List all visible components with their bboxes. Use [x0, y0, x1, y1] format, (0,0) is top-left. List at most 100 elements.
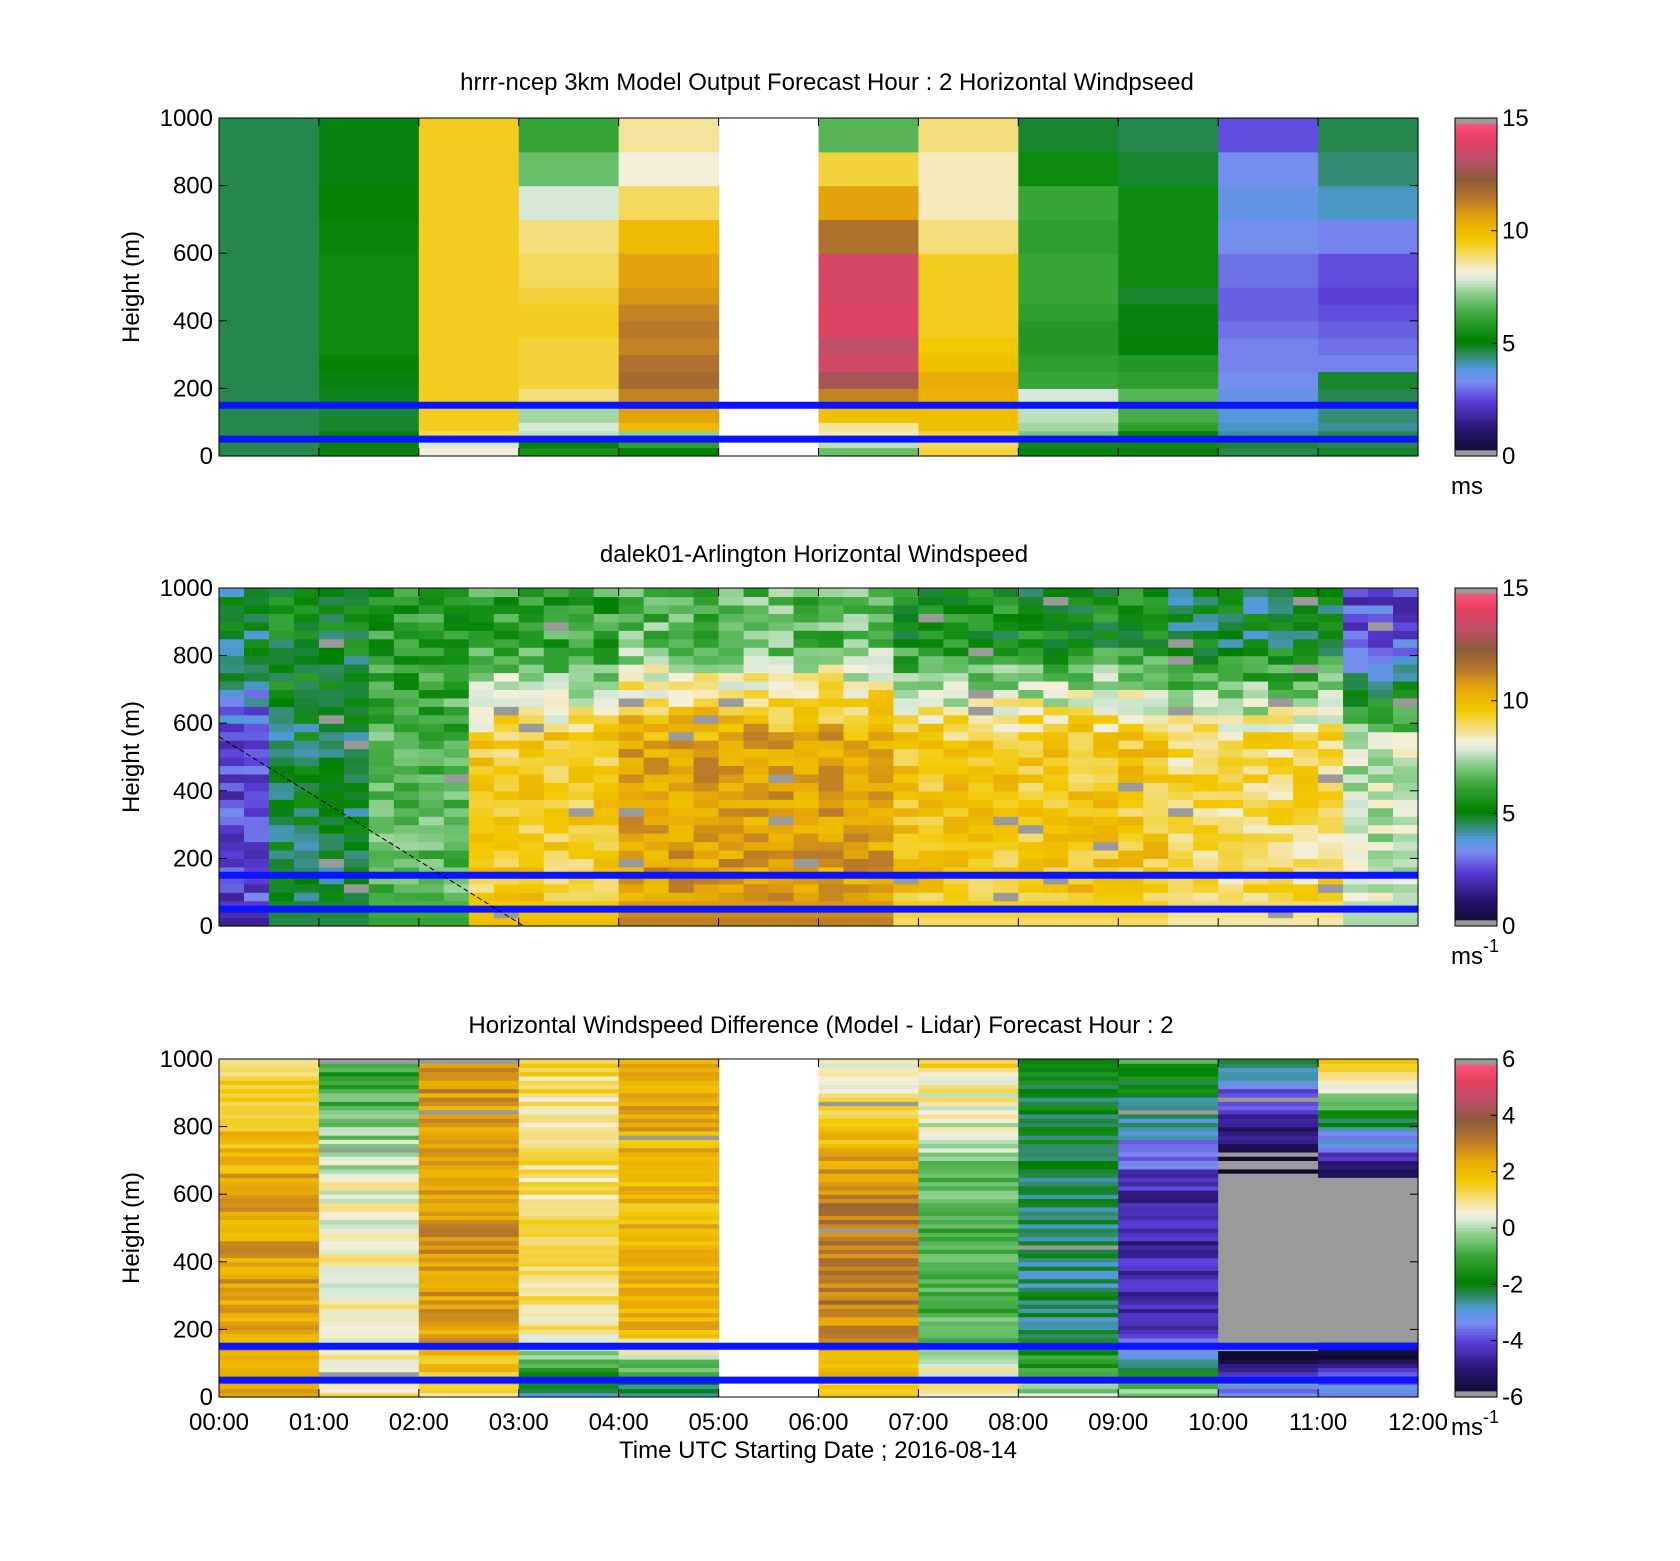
- lidar-cell: [893, 748, 920, 758]
- lidar-cell: [1243, 740, 1269, 750]
- model-cell: [1118, 354, 1219, 373]
- lidar-cell: [743, 799, 770, 809]
- lidar-cell: [693, 883, 720, 893]
- difference-cell: [219, 1198, 320, 1204]
- colorbar-band: [1455, 588, 1497, 592]
- lidar-cell: [219, 731, 245, 741]
- lidar-cell: [743, 892, 770, 902]
- difference-cell: [618, 1173, 720, 1178]
- lidar-cell: [1243, 866, 1269, 876]
- lidar-cell: [768, 596, 795, 606]
- lidar-cell: [1368, 638, 1394, 648]
- lidar-cell: [443, 892, 470, 902]
- difference-cell: [618, 1308, 720, 1314]
- lidar-cell: [1318, 723, 1344, 733]
- lidar-cell: [1393, 875, 1419, 885]
- difference-cell: [918, 1320, 1019, 1326]
- lidar-cell: [793, 782, 820, 792]
- height-tick-label: 600: [173, 1181, 213, 1208]
- colorbar-band: [1455, 1301, 1497, 1305]
- difference-cell: [818, 1109, 920, 1115]
- lidar-cell: [268, 799, 295, 809]
- lidar-cell: [643, 883, 670, 893]
- lidar-cell: [943, 647, 969, 657]
- lidar-cell: [843, 697, 870, 707]
- lidar-cell: [643, 824, 670, 834]
- lidar-cell: [768, 833, 795, 843]
- lidar-cell: [418, 892, 445, 902]
- difference-cell: [1018, 1232, 1119, 1238]
- lidar-cell: [518, 849, 545, 859]
- difference-cell: [219, 1151, 320, 1157]
- lidar-cell: [543, 647, 570, 657]
- lidar-cell: [1068, 596, 1094, 606]
- difference-cell: [518, 1189, 620, 1195]
- difference-cell: [318, 1113, 420, 1119]
- lidar-cell: [393, 849, 420, 859]
- difference-cell: [1118, 1084, 1219, 1090]
- lidar-cell: [443, 740, 470, 750]
- colorbar-band: [1455, 312, 1497, 316]
- lidar-cell: [518, 909, 545, 919]
- lidar-cell: [1043, 604, 1069, 614]
- lidar-cell: [1393, 689, 1419, 699]
- colorbar-tick-label: 5: [1502, 330, 1515, 357]
- lidar-cell: [768, 883, 795, 893]
- difference-cell: [1018, 1194, 1119, 1200]
- lidar-cell: [1143, 621, 1169, 631]
- difference-panel-title: Horizontal Windspeed Difference (Model -…: [468, 1012, 1173, 1039]
- lidar-cell: [343, 714, 370, 724]
- lidar-cell: [693, 748, 720, 758]
- colorbar-band: [1455, 748, 1497, 752]
- colorbar-band: [1455, 621, 1497, 626]
- lidar-cell: [793, 647, 820, 657]
- difference-cell: [618, 1287, 720, 1292]
- difference-cell: [1018, 1092, 1119, 1098]
- difference-cell: [1318, 1185, 1419, 1191]
- difference-cell: [1218, 1092, 1319, 1098]
- difference-cell: [418, 1118, 520, 1123]
- difference-cell: [1218, 1358, 1319, 1364]
- difference-cell: [1018, 1223, 1119, 1229]
- lidar-cell: [443, 664, 470, 674]
- difference-cell: [1318, 1151, 1419, 1157]
- height-tick-label: 1000: [160, 105, 213, 132]
- lidar-cell: [643, 647, 670, 657]
- lidar-cell: [268, 824, 295, 834]
- lidar-cell: [893, 833, 920, 843]
- lidar-cell: [1368, 740, 1394, 750]
- lidar-cell: [1193, 833, 1219, 843]
- lidar-cell: [243, 900, 270, 910]
- difference-cell: [1218, 1139, 1319, 1145]
- difference-cell: [1118, 1367, 1219, 1373]
- lidar-cell: [1193, 757, 1219, 767]
- colorbar-band: [1455, 253, 1497, 257]
- lidar-cell: [1093, 689, 1119, 699]
- lidar-cell: [293, 697, 320, 707]
- difference-cell: [418, 1388, 520, 1394]
- lidar-cell: [893, 816, 920, 826]
- difference-cell: [918, 1232, 1019, 1238]
- lidar-cell: [768, 680, 795, 690]
- difference-cell: [918, 1333, 1019, 1339]
- lidar-cell: [868, 833, 895, 843]
- lidar-cell: [593, 697, 620, 707]
- lidar-cell: [1393, 604, 1419, 614]
- lidar-cell: [818, 664, 845, 674]
- lidar-cell: [718, 841, 745, 851]
- difference-cell: [219, 1223, 320, 1229]
- lidar-cell: [593, 588, 620, 598]
- lidar-cell: [1018, 782, 1044, 792]
- difference-cell: [1318, 1075, 1419, 1081]
- lidar-cell: [1393, 757, 1419, 767]
- lidar-cell: [1268, 638, 1294, 648]
- lidar-cell: [1193, 824, 1219, 834]
- difference-cell: [1218, 1282, 1319, 1288]
- difference-cell: [318, 1282, 420, 1288]
- colorbar-band: [1455, 757, 1497, 761]
- lidar-cell: [668, 664, 695, 674]
- lidar-cell: [568, 613, 595, 623]
- lidar-cell: [343, 909, 370, 919]
- difference-cell: [219, 1084, 320, 1090]
- lidar-cell: [1018, 697, 1044, 707]
